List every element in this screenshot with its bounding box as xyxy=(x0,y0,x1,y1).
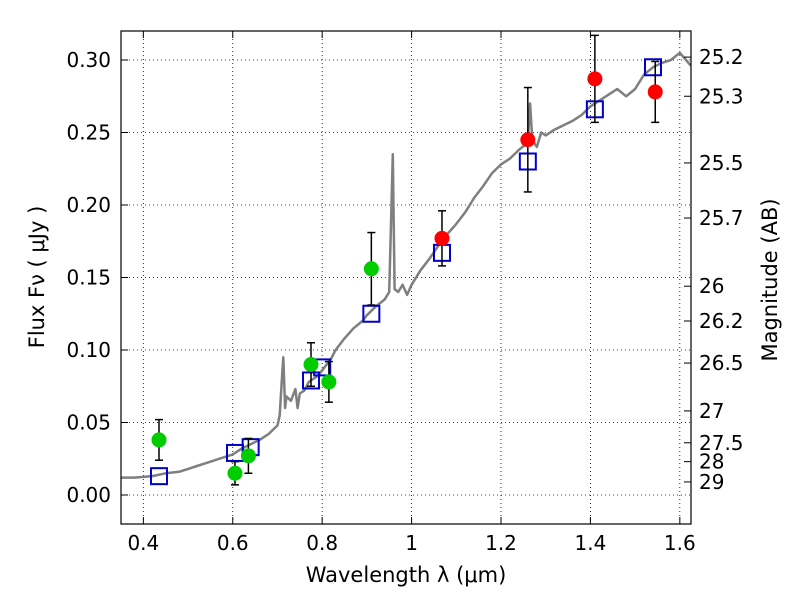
x-axis-title: Wavelength λ (μm) xyxy=(306,563,507,587)
model-square-point xyxy=(150,467,168,486)
tick-layer: 0.4 0.6 0.8 1 1.2 1.4 1.6 0.00 0.05 0.10 0.15 0.20 0… xyxy=(66,31,744,555)
x-tick-label: 0.6 xyxy=(217,531,249,555)
mag-tick-label: 28 xyxy=(699,450,724,474)
green-data-point xyxy=(303,357,319,372)
mag-tick-label: 26 xyxy=(699,274,724,298)
x-tick-label: 1.2 xyxy=(485,531,517,555)
model-square-point xyxy=(644,58,662,77)
mag-tick-label: 25.2 xyxy=(699,45,744,69)
x-tick-label: 1 xyxy=(405,531,418,555)
y-tick-label: 0.00 xyxy=(66,483,111,507)
y-tick-label: 0.25 xyxy=(66,121,111,145)
y-axis-title: Flux Fν ( μJy ) xyxy=(25,206,49,349)
series-layer xyxy=(121,34,691,486)
red-data-point xyxy=(587,71,603,87)
mag-tick-label: 27 xyxy=(699,399,724,423)
green-data-point xyxy=(227,465,243,481)
mag-tick-label: 25.3 xyxy=(699,84,744,108)
mag-tick-label: 26.2 xyxy=(699,309,744,333)
model-square-point xyxy=(362,304,381,323)
green-data-point xyxy=(151,432,167,448)
mag-tick-label: 25.7 xyxy=(699,206,744,230)
red-data-point xyxy=(520,132,536,148)
y-tick-label: 0.30 xyxy=(66,48,111,72)
green-data-point xyxy=(240,448,256,464)
x-tick-label: 1.4 xyxy=(575,531,607,555)
y-tick-label: 0.05 xyxy=(66,411,111,435)
x-tick-label: 1.6 xyxy=(664,531,696,555)
mag-tick-label: 26.5 xyxy=(699,351,744,375)
template-spectrum-line xyxy=(121,51,691,479)
mag-tick-label: 27.5 xyxy=(699,431,744,455)
x-tick-label: 0.8 xyxy=(306,531,338,555)
green-data-point xyxy=(363,261,379,277)
y-tick-label: 0.20 xyxy=(66,193,111,217)
red-data-point xyxy=(434,230,450,246)
red-data-point xyxy=(647,84,663,100)
x-tick-label: 0.4 xyxy=(127,531,159,555)
y-axis-right-title: Magnitude (AB) xyxy=(758,198,782,361)
mag-tick-label: 29 xyxy=(699,470,724,494)
y-tick-label: 0.10 xyxy=(66,338,111,362)
green-data-point xyxy=(321,374,337,390)
grid-layer xyxy=(121,31,691,524)
y-tick-label: 0.15 xyxy=(66,266,111,290)
mag-tick-label: 25.5 xyxy=(699,151,744,175)
